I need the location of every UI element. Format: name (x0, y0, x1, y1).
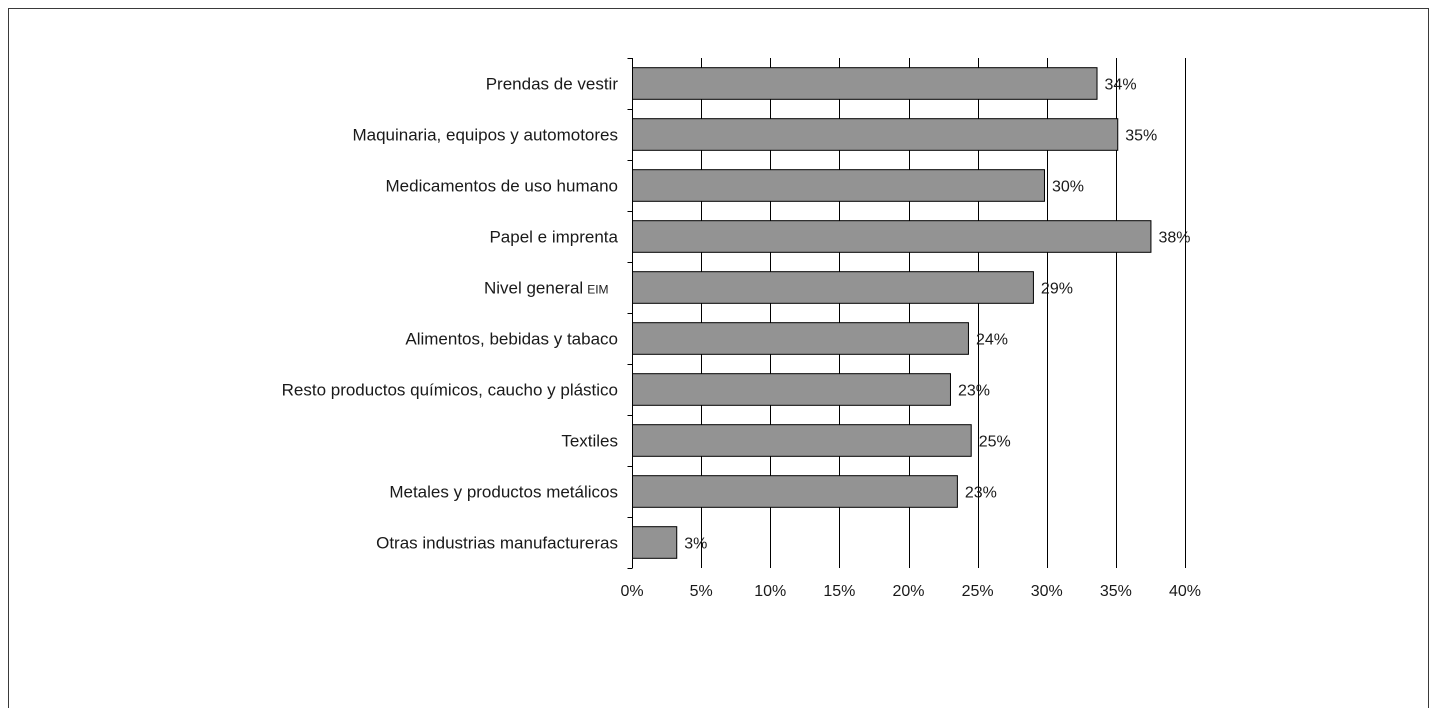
data-labels: 34% 35% 30% 38% 29% 24% 23% 25% 23% 3% (684, 77, 1190, 553)
data-label: 23% (958, 383, 990, 400)
data-label: 29% (1041, 281, 1073, 298)
data-label: 34% (1105, 77, 1137, 94)
category-label: Alimentos, bebidas y tabaco (405, 330, 618, 349)
bar-8 (632, 424, 972, 457)
category-label: Prendas de vestir (486, 75, 619, 94)
data-label: 38% (1158, 230, 1190, 247)
bar-3 (632, 169, 1045, 202)
bar-9 (632, 475, 958, 508)
data-label: 30% (1052, 179, 1084, 196)
x-tick-label: 0% (620, 583, 643, 600)
axes (627, 58, 633, 569)
bar-4 (632, 220, 1152, 253)
x-tick-label: 5% (690, 583, 713, 600)
bar-10 (632, 526, 678, 559)
data-label: 35% (1125, 128, 1157, 145)
chart-frame (8, 8, 1429, 708)
category-label: Resto productos químicos, caucho y plást… (282, 381, 618, 400)
x-tick-label: 25% (962, 583, 994, 600)
category-label: Otras industrias manufactureras (376, 534, 618, 553)
data-label: 25% (979, 434, 1011, 451)
bar-5 (632, 271, 1034, 304)
category-labels: Prendas de vestir Maquinaria, equipos y a… (282, 75, 619, 553)
category-label: Metales y productos metálicos (389, 483, 618, 502)
bar-6 (632, 322, 969, 355)
category-label: Textiles (561, 432, 618, 451)
x-tick-labels: 0% 5% 10% 15% 20% 25% 30% 35% 40% (620, 583, 1201, 600)
x-tick-label: 30% (1031, 583, 1063, 600)
bar-1 (632, 67, 1098, 100)
data-label: 24% (976, 332, 1008, 349)
x-tick-label: 15% (823, 583, 855, 600)
x-tick-label: 35% (1100, 583, 1132, 600)
data-label: 23% (965, 485, 997, 502)
x-tick-label: 40% (1169, 583, 1201, 600)
bar-2 (632, 118, 1119, 151)
data-label: 3% (684, 536, 707, 553)
category-label: Nivel general EIM (484, 279, 618, 298)
x-tick-label: 10% (754, 583, 786, 600)
category-label: Maquinaria, equipos y automotores (352, 126, 618, 145)
category-label: Papel e imprenta (489, 228, 618, 247)
bar-7 (632, 373, 951, 406)
category-label: Medicamentos de uso humano (386, 177, 618, 196)
bars (632, 67, 1152, 559)
x-tick-label: 20% (892, 583, 924, 600)
